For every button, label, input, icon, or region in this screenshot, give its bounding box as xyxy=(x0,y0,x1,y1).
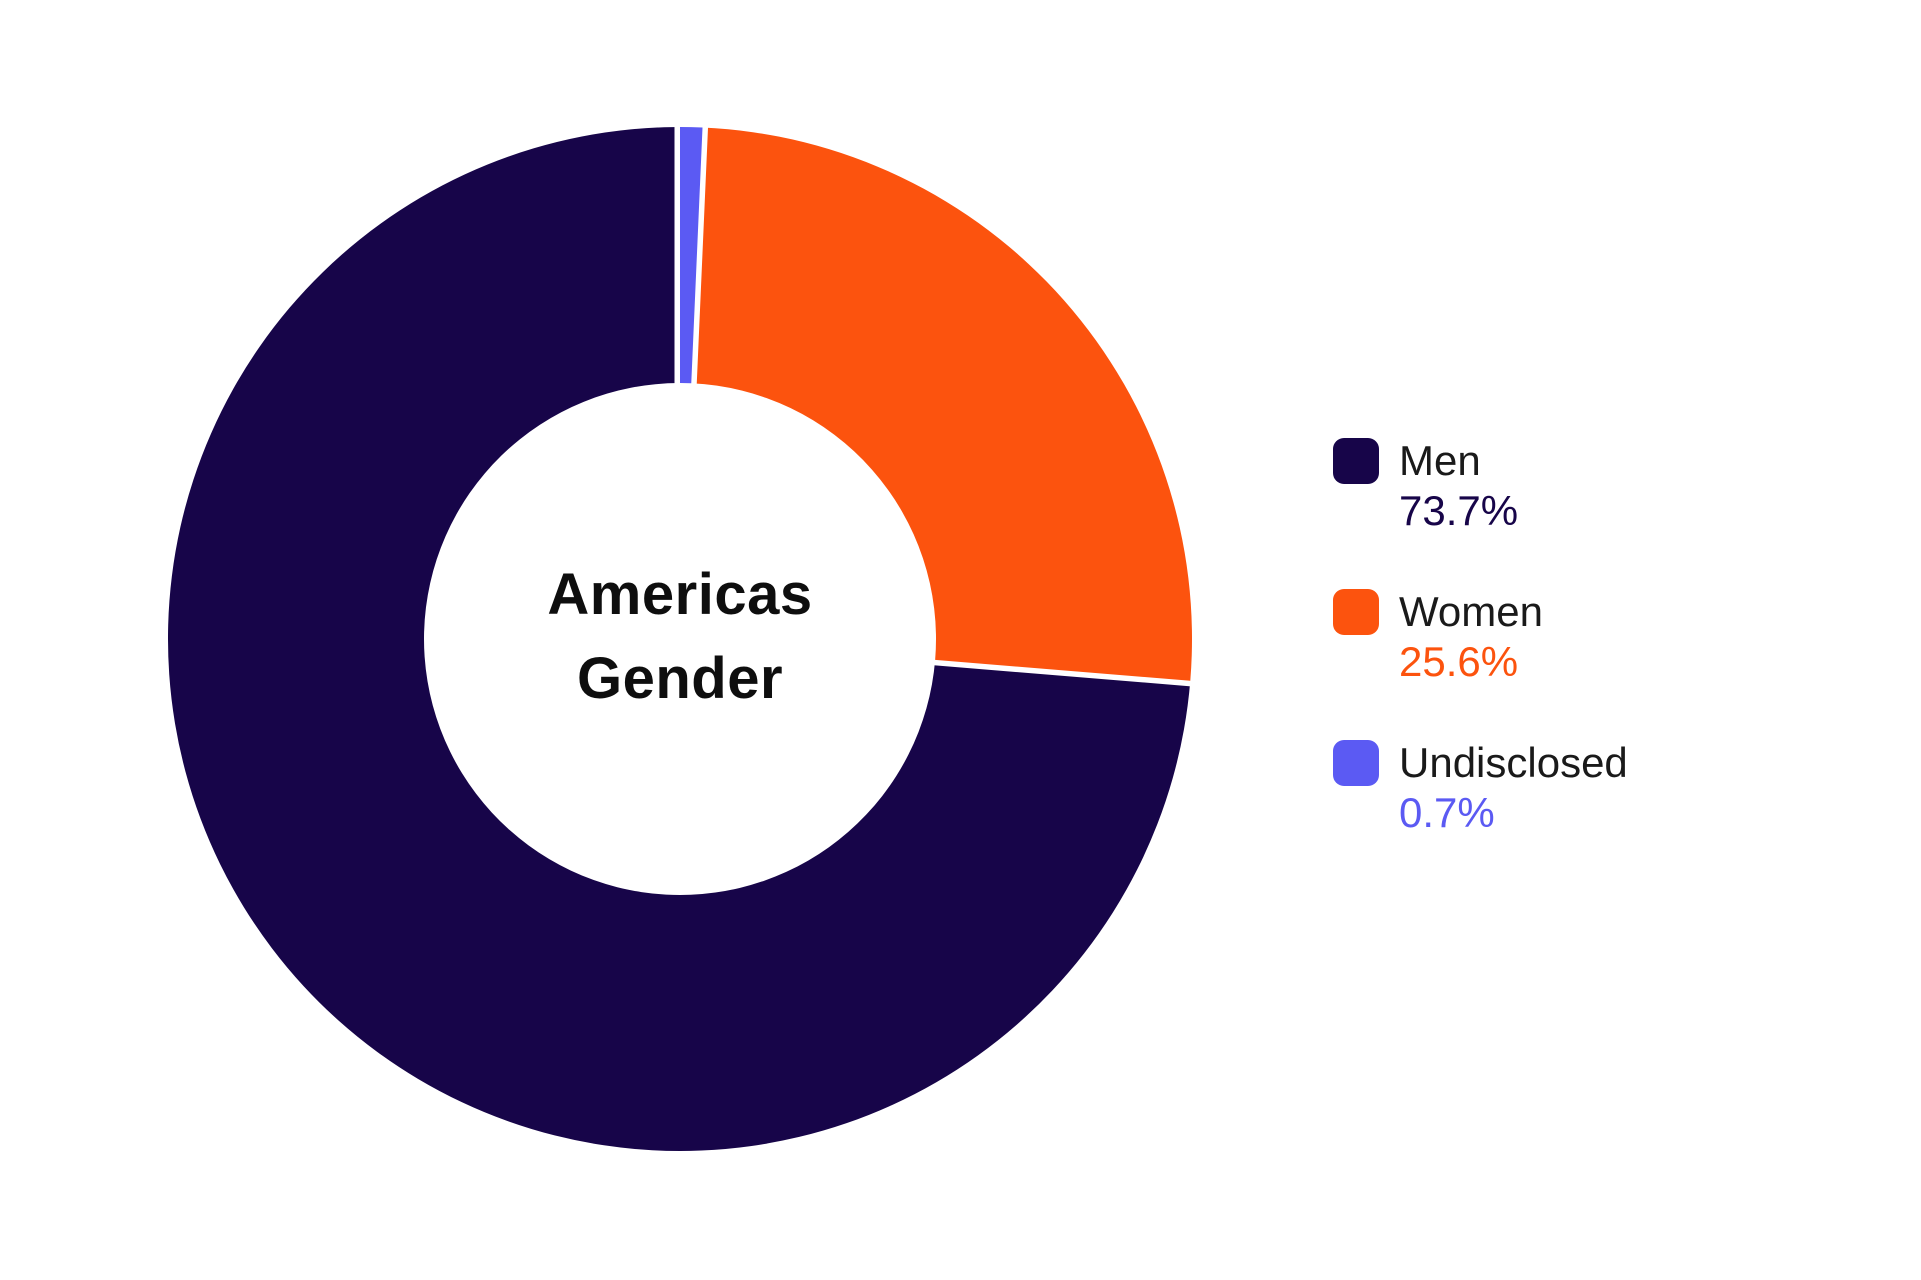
legend-item-women[interactable]: Women 25.6% xyxy=(1333,587,1628,687)
chart-center-title: Americas Gender xyxy=(547,553,812,721)
legend-text-men: Men 73.7% xyxy=(1399,436,1518,536)
legend-swatch-men[interactable] xyxy=(1333,438,1379,484)
chart-legend: Men 73.7% Women 25.6% Undisclosed 0.7% xyxy=(1333,436,1628,838)
donut-slice-men[interactable] xyxy=(162,121,1197,1157)
legend-swatch-undisclosed[interactable] xyxy=(1333,740,1379,786)
legend-label-women: Women xyxy=(1399,588,1543,635)
center-title-line-1: Americas xyxy=(547,562,813,627)
center-title-line-2: Gender xyxy=(576,646,784,711)
legend-label-undisclosed: Undisclosed xyxy=(1399,739,1628,786)
donut-slice-women[interactable] xyxy=(685,121,1198,687)
legend-text-women: Women 25.6% xyxy=(1399,587,1543,687)
legend-label-men: Men xyxy=(1399,437,1481,484)
legend-item-undisclosed[interactable]: Undisclosed 0.7% xyxy=(1333,738,1628,838)
legend-text-undisclosed: Undisclosed 0.7% xyxy=(1399,738,1628,838)
donut-slice-undisclosed[interactable] xyxy=(674,121,709,389)
legend-item-men[interactable]: Men 73.7% xyxy=(1333,436,1628,536)
legend-swatch-women[interactable] xyxy=(1333,589,1379,635)
legend-value-women: 25.6% xyxy=(1399,638,1519,685)
legend-value-undisclosed: 0.7% xyxy=(1399,789,1495,836)
legend-value-men: 73.7% xyxy=(1399,487,1519,534)
